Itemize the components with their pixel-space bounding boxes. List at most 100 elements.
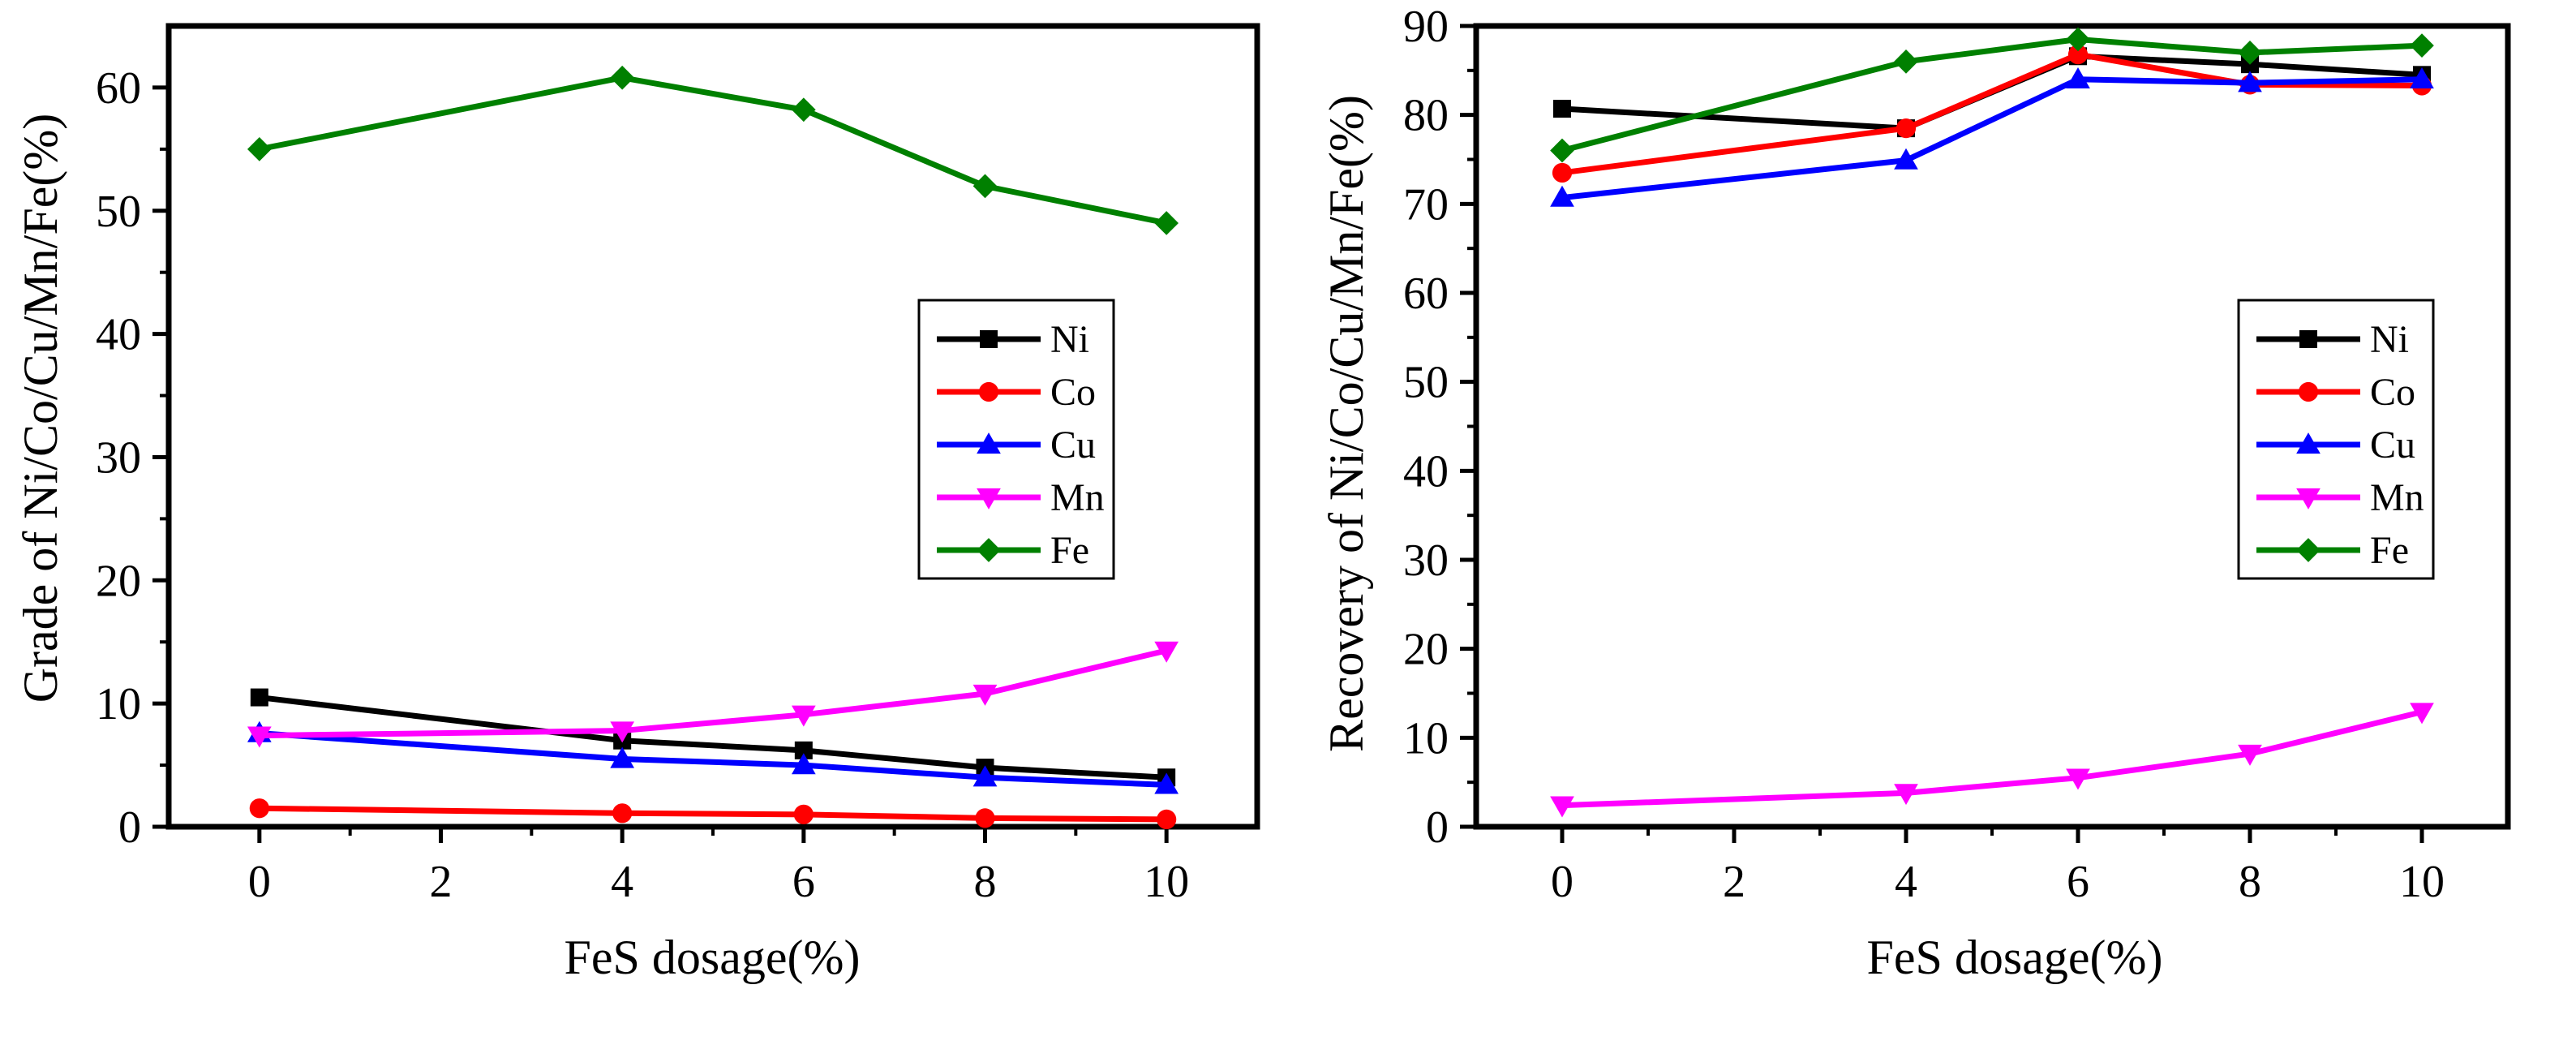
recovery-legend-ni-marker [2299, 330, 2317, 348]
recovery-fe-point [2410, 33, 2434, 58]
grade-series-mn [247, 641, 1179, 748]
grade-fe-point [791, 97, 816, 123]
recovery-chart-x-axis-label: FeS dosage(%) [1867, 931, 2163, 984]
recovery-legend: Ni Co Cu Mn Fe [2237, 299, 2435, 580]
grade-cu-point [791, 753, 816, 775]
grade-x-tick-label: 4 [611, 857, 633, 907]
grade-legend-box [917, 299, 1115, 580]
grade-co-point [1157, 809, 1177, 829]
recovery-mn-point [1894, 784, 1918, 806]
recovery-legend-cu-label: Cu [2370, 424, 2415, 467]
grade-legend-cu-label: Cu [1050, 424, 1096, 467]
grade-y-tick-label: 30 [96, 432, 141, 483]
recovery-cu-point [2238, 71, 2262, 92]
recovery-legend-box [2237, 299, 2435, 580]
grade-mn-point [791, 705, 816, 727]
recovery-x-tick-label: 0 [1551, 857, 1574, 907]
grade-y-tick-label: 10 [96, 679, 141, 729]
grade-legend-mn-marker [977, 488, 1001, 510]
grade-x-tick-label: 8 [974, 857, 997, 907]
grade-ni-point [794, 741, 813, 759]
grade-co-point [612, 803, 633, 824]
grade-legend-ni-marker [980, 330, 998, 348]
grade-legend-mn-label: Mn [1050, 476, 1105, 519]
recovery-y-tick-label: 90 [1403, 2, 1449, 52]
recovery-co-point [2067, 44, 2089, 65]
grade-co-point [975, 808, 995, 828]
recovery-mn-point [2410, 703, 2434, 725]
grade-legend-co-label: Co [1050, 371, 1096, 414]
grade-cu-point [610, 746, 635, 768]
grade-legend-co-marker [978, 381, 999, 402]
recovery-co-point [1896, 118, 1917, 139]
recovery-series-mn [1550, 703, 2434, 818]
recovery-mn-point [2238, 744, 2262, 766]
grade-fe-point [247, 136, 272, 161]
grade-mn-point [1154, 641, 1179, 663]
grade-co-point [249, 798, 269, 819]
recovery-fe-point [2066, 27, 2090, 52]
recovery-y-tick-label: 60 [1403, 269, 1449, 319]
recovery-legend-mn-marker [2296, 488, 2321, 510]
grade-y-tick-label: 0 [118, 802, 141, 853]
grade-y-tick-label: 50 [96, 187, 141, 237]
grade-legend-cu-marker [977, 432, 1001, 454]
recovery-mn-point [1550, 796, 1574, 818]
recovery-mn-point [2066, 768, 2090, 790]
recovery-legend-fe-marker [2296, 538, 2321, 562]
recovery-series-cu [1550, 67, 2434, 207]
grade-ni-point [250, 688, 268, 707]
recovery-legend-ni-label: Ni [2370, 318, 2409, 361]
recovery-ni-point [1553, 99, 1571, 118]
recovery-cu-point [2410, 67, 2434, 88]
recovery-cu-point [2066, 67, 2090, 88]
recovery-y-tick-label: 30 [1403, 535, 1449, 586]
recovery-legend-co-label: Co [2370, 371, 2415, 414]
grade-cu-point [972, 765, 998, 787]
grade-legend-fe-label: Fe [1050, 529, 1089, 572]
recovery-chart-y-axis-label: Recovery of Ni/Co/Cu/Mn/Fe(%) [1320, 95, 1373, 752]
recovery-x-tick-label: 2 [1723, 857, 1745, 907]
recovery-y-tick-label: 20 [1403, 625, 1449, 675]
recovery-fe-point [1550, 138, 1574, 163]
recovery-y-tick-label: 10 [1403, 713, 1449, 763]
grade-legend-ni-label: Ni [1050, 318, 1089, 361]
recovery-cu-point [1894, 148, 1918, 170]
grade-fe-point [1154, 211, 1179, 235]
grade-legend-fe-marker [977, 538, 1001, 562]
grade-y-tick-label: 60 [96, 63, 141, 114]
grade-chart: Grade of Ni/Co/Cu/Mn/Fe(%) FeS dosage(%)… [14, 23, 1260, 984]
recovery-fe-point [1894, 49, 1918, 74]
grade-fe-point [972, 174, 998, 199]
recovery-legend-cu-marker [2296, 432, 2321, 454]
grade-chart-x-axis-label: FeS dosage(%) [565, 931, 861, 984]
grade-series-co [249, 798, 1177, 829]
recovery-chart: Recovery of Ni/Co/Cu/Mn/Fe(%) FeS dosage… [1320, 2, 2511, 984]
recovery-x-tick-label: 6 [2067, 857, 2089, 907]
recovery-x-tick-label: 4 [1895, 857, 1917, 907]
recovery-x-tick-label: 8 [2239, 857, 2261, 907]
grade-y-tick-label: 20 [96, 556, 141, 606]
grade-mn-point [972, 684, 998, 706]
grade-mn-point [247, 726, 272, 748]
recovery-series-fe [1550, 27, 2434, 163]
recovery-y-tick-label: 40 [1403, 446, 1449, 497]
grade-fe-point [610, 65, 635, 90]
grade-x-tick-label: 6 [792, 857, 815, 907]
grade-legend: Ni Co Cu Mn Fe [917, 299, 1115, 580]
recovery-x-tick-label: 10 [2399, 857, 2445, 907]
recovery-legend-mn-label: Mn [2370, 476, 2424, 519]
recovery-cu-point [1550, 185, 1574, 207]
grade-y-tick-label: 40 [96, 310, 141, 360]
recovery-y-tick-label: 0 [1426, 802, 1449, 853]
recovery-legend-co-marker [2298, 381, 2319, 402]
recovery-fe-point [2238, 41, 2262, 65]
recovery-y-tick-label: 80 [1403, 91, 1449, 141]
grade-x-tick-label: 2 [430, 857, 453, 907]
grade-series-fe [247, 65, 1179, 235]
grade-chart-y-axis-label: Grade of Ni/Co/Cu/Mn/Fe(%) [14, 114, 67, 703]
recovery-legend-fe-label: Fe [2370, 529, 2409, 572]
grade-mn-point [610, 721, 635, 743]
